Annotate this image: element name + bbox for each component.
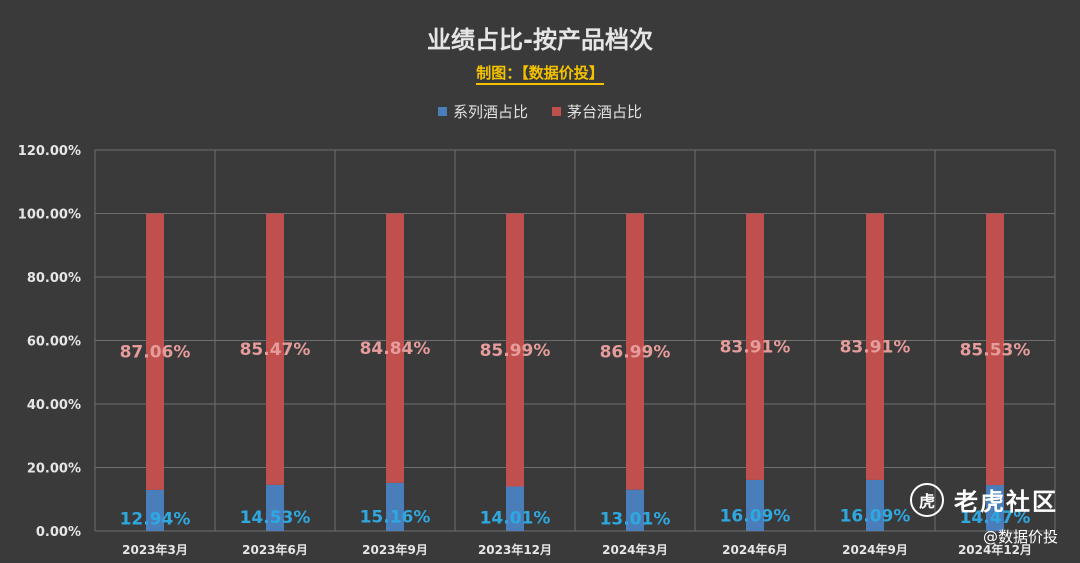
x-tick-label: 2023年9月 bbox=[362, 542, 428, 557]
watermark-handle: @数据价投 bbox=[982, 528, 1058, 546]
bar-series-0 bbox=[626, 489, 644, 531]
x-tick-label: 2024年9月 bbox=[842, 542, 908, 557]
bar-series-1 bbox=[506, 213, 524, 487]
y-tick-label: 40.00% bbox=[27, 398, 81, 413]
data-label-series-1: 84.84% bbox=[360, 339, 431, 359]
chart-subtitle: 制图：【数据价投】 bbox=[0, 62, 1080, 85]
bar-series-1 bbox=[746, 213, 764, 480]
legend-swatch-series-0 bbox=[437, 107, 447, 116]
bar-series-0 bbox=[146, 489, 164, 531]
tiger-logo-icon: 虎 bbox=[910, 482, 944, 517]
y-tick-label: 80.00% bbox=[27, 271, 81, 286]
bar-series-0 bbox=[866, 479, 884, 531]
x-tick-label: 2024年12月 bbox=[958, 542, 1032, 557]
bar-series-1 bbox=[266, 213, 284, 485]
data-label-series-0: 13.01% bbox=[600, 510, 671, 530]
x-tick-label: 2023年6月 bbox=[242, 542, 308, 557]
y-tick-label: 120.00% bbox=[18, 144, 81, 159]
data-label-series-0: 16.09% bbox=[720, 507, 791, 527]
bar-series-1 bbox=[866, 213, 884, 480]
x-tick-label: 2024年6月 bbox=[722, 542, 788, 557]
legend-label-series-0: 系列酒占比 bbox=[452, 103, 528, 121]
data-label-series-0: 12.94% bbox=[120, 510, 191, 530]
y-tick-label: 20.00% bbox=[27, 462, 81, 477]
watermark: 虎 老虎社区 bbox=[910, 482, 1058, 517]
data-label-series-0: 14.47% bbox=[960, 508, 1031, 528]
x-tick-label: 2023年12月 bbox=[478, 542, 552, 557]
data-label-series-1: 87.06% bbox=[120, 343, 191, 363]
data-label-series-1: 83.91% bbox=[720, 338, 791, 358]
data-label-series-0: 15.16% bbox=[360, 508, 431, 528]
data-label-series-0: 14.53% bbox=[240, 508, 311, 528]
y-tick-label: 0.00% bbox=[36, 525, 81, 540]
data-label-series-1: 83.91% bbox=[840, 338, 911, 358]
legend-swatch-series-1 bbox=[552, 107, 561, 116]
data-label-series-1: 85.99% bbox=[480, 341, 551, 361]
data-label-series-1: 85.47% bbox=[240, 340, 311, 360]
x-tick-label: 2024年3月 bbox=[602, 542, 668, 557]
bar-series-0 bbox=[506, 486, 524, 531]
y-tick-label: 100.00% bbox=[18, 208, 81, 223]
bar-series-0 bbox=[386, 482, 404, 531]
bar-series-1 bbox=[626, 213, 644, 490]
y-tick-label: 60.00% bbox=[27, 335, 81, 350]
chart-subtitle-text: 制图：【数据价投】 bbox=[476, 64, 604, 85]
bar-series-0 bbox=[986, 485, 1004, 531]
bar-series-0 bbox=[746, 479, 764, 531]
data-label-series-0: 14.01% bbox=[480, 509, 551, 529]
legend-item-series-0: 系列酒占比 bbox=[437, 101, 528, 122]
chart-legend: 系列酒占比 茅台酒占比 bbox=[0, 101, 1080, 122]
bar-series-0 bbox=[266, 484, 284, 531]
bar-series-1 bbox=[146, 213, 164, 490]
chart-title: 业绩占比-按产品档次 bbox=[427, 26, 653, 54]
bar-series-1 bbox=[386, 213, 404, 483]
watermark-name: 老虎社区 bbox=[954, 488, 1058, 516]
data-label-series-0: 16.09% bbox=[840, 507, 911, 527]
legend-label-series-1: 茅台酒占比 bbox=[567, 103, 643, 121]
legend-item-series-1: 茅台酒占比 bbox=[552, 101, 642, 122]
bar-series-1 bbox=[986, 213, 1004, 486]
data-label-series-1: 85.53% bbox=[960, 340, 1031, 360]
x-tick-label: 2023年3月 bbox=[122, 542, 188, 557]
data-label-series-1: 86.99% bbox=[600, 343, 671, 363]
